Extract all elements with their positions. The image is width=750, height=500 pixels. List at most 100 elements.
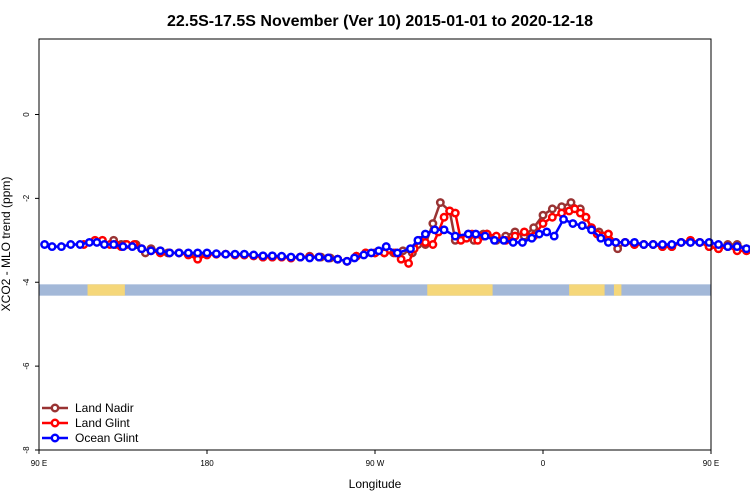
data-point [439, 225, 449, 235]
data-point [695, 237, 705, 247]
data-point [450, 231, 460, 241]
data-point [519, 227, 529, 237]
data-point [99, 240, 109, 249]
data-series [40, 198, 750, 268]
data-point [534, 229, 544, 239]
data-point [499, 235, 509, 245]
data-point [714, 240, 723, 249]
data-point [587, 225, 596, 235]
data-point [47, 242, 57, 252]
data-point [538, 210, 548, 220]
data-point [518, 237, 527, 247]
legend-label: Land Glint [75, 416, 130, 430]
land-segment [569, 284, 605, 296]
data-point [630, 237, 639, 247]
legend-item: Land Glint [42, 416, 130, 430]
legend-item: Land Nadir [42, 401, 134, 415]
legend-label: Ocean Glint [75, 431, 139, 445]
data-point [542, 227, 552, 237]
data-point [742, 244, 750, 254]
data-point [239, 249, 249, 259]
data-point [392, 248, 402, 258]
y-tick-label: 0 [22, 112, 31, 117]
data-point [639, 240, 649, 249]
ocean-band [39, 284, 711, 296]
data-point [566, 198, 576, 208]
data-point [404, 258, 414, 268]
data-point [230, 249, 240, 259]
data-point [396, 254, 406, 264]
data-point [342, 256, 352, 266]
data-point [527, 233, 537, 243]
series-3 [40, 214, 750, 266]
data-point [413, 235, 423, 245]
data-point [118, 242, 128, 252]
data-point [430, 225, 440, 235]
x-tick-label: 90 W [366, 459, 385, 468]
data-point [211, 249, 221, 259]
data-point [137, 244, 147, 254]
land-segment [427, 284, 493, 296]
data-point [155, 246, 165, 256]
data-point [366, 248, 376, 258]
data-point [202, 248, 212, 258]
data-point [406, 244, 415, 254]
data-point [676, 237, 686, 247]
data-point [381, 242, 391, 252]
data-point [568, 219, 578, 228]
data-point [596, 233, 606, 243]
data-point [267, 251, 277, 261]
data-point [490, 235, 499, 245]
data-point [686, 237, 695, 247]
data-point [146, 246, 156, 256]
data-point [92, 237, 102, 247]
y-tick-label: -6 [22, 362, 31, 370]
data-point [620, 237, 630, 247]
legend-item: Ocean Glint [42, 431, 139, 445]
data-point [221, 249, 231, 259]
data-point [249, 250, 259, 260]
data-point [75, 240, 85, 249]
data-point [463, 229, 473, 239]
data-point [603, 229, 613, 239]
data-point [305, 253, 315, 263]
data-point [559, 214, 568, 224]
data-point [374, 246, 384, 256]
data-point [66, 240, 76, 249]
land-segment [613, 284, 622, 296]
x-axis-label: Longitude [349, 477, 402, 491]
data-point [529, 223, 539, 233]
data-point [420, 237, 430, 247]
data-point [258, 251, 268, 261]
data-point [570, 204, 580, 214]
chart-title: 22.5S-17.5S November (Ver 10) 2015-01-01… [167, 13, 593, 30]
data-point [165, 248, 175, 258]
data-point [174, 248, 184, 258]
data-point [723, 242, 733, 252]
data-point [575, 208, 585, 218]
data-point [471, 229, 481, 239]
data-point [84, 237, 94, 247]
y-tick-label: -2 [22, 194, 31, 202]
data-point [450, 208, 460, 218]
data-point [603, 237, 613, 247]
land-segment [87, 284, 125, 296]
legend-swatch-marker [50, 403, 60, 413]
y-tick-label: -8 [22, 446, 31, 454]
plot-frame [38, 38, 712, 451]
data-point [547, 212, 557, 222]
data-point [549, 231, 559, 241]
x-tick-label: 90 E [31, 459, 47, 468]
data-point [183, 248, 193, 258]
data-point [350, 253, 359, 263]
data-point [109, 240, 119, 249]
y-axis-ticks: 0 -2 -4 -6 -8 [22, 112, 39, 454]
data-point [286, 252, 296, 262]
data-point [508, 237, 518, 247]
data-point [40, 240, 50, 249]
data-point [323, 253, 333, 263]
x-tick-label: 0 [541, 459, 546, 468]
data-point [193, 248, 203, 258]
data-point [547, 204, 557, 214]
